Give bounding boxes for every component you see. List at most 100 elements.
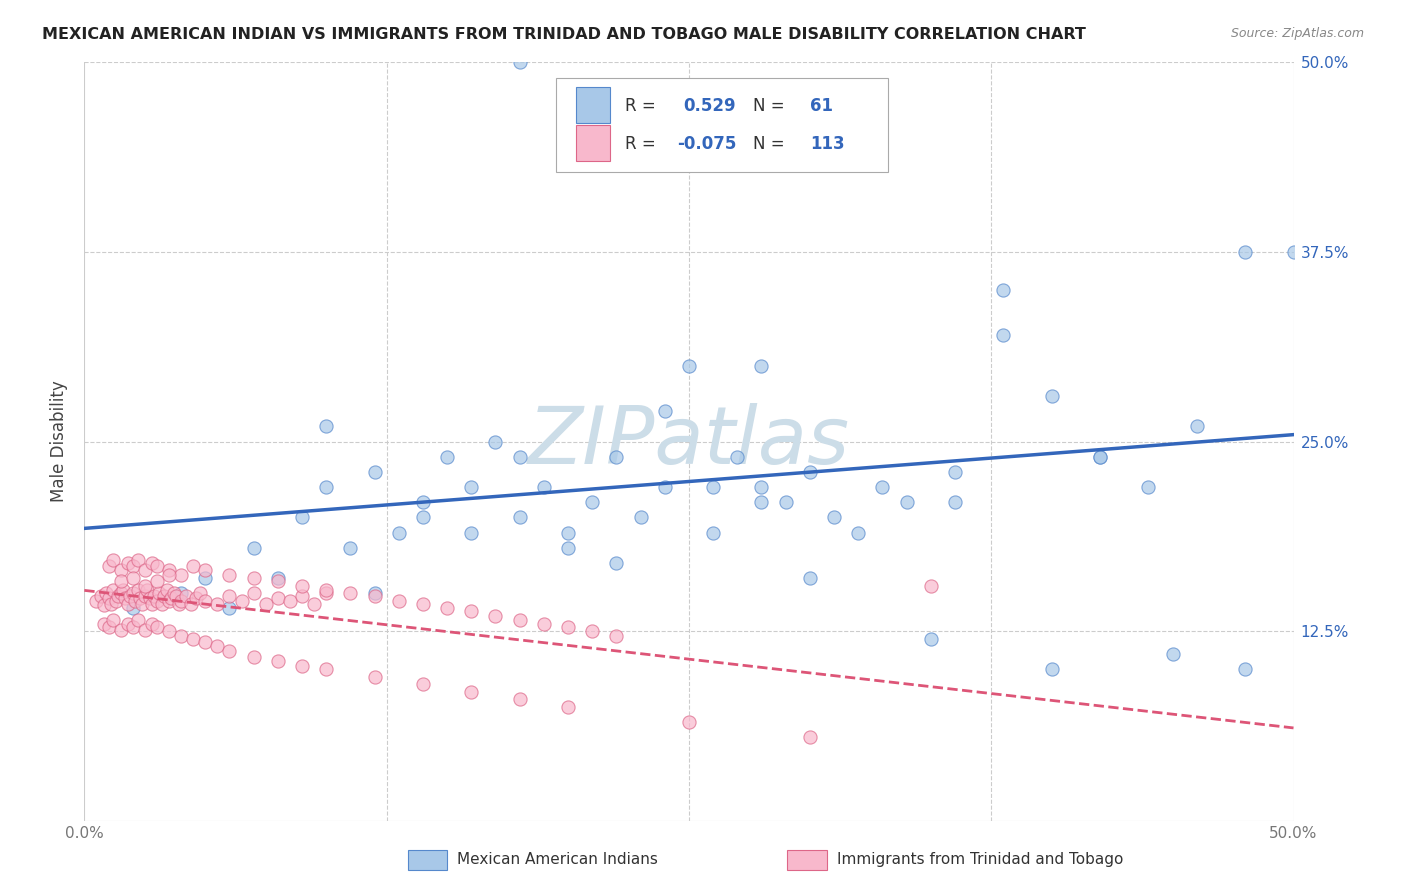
Point [112,583,135,598]
Point [388,594,411,608]
Point [103,583,125,598]
Point [605,86,627,100]
Point [117,616,139,631]
Point [141,556,163,570]
Point [291,659,314,673]
Point [141,616,163,631]
Point [896,495,918,509]
Point [943,495,966,509]
Point [751,480,773,494]
Point [121,619,143,633]
Point [134,589,156,603]
Point [86,594,108,608]
Point [194,571,217,585]
Point [157,594,180,608]
Point [127,614,149,628]
Point [110,574,132,588]
Point [775,495,797,509]
Point [363,586,385,600]
Point [1040,662,1063,676]
Point [484,434,506,449]
Point [110,623,132,637]
Point [146,574,169,588]
Point [104,594,127,608]
Point [129,591,152,605]
Point [654,404,676,418]
Point [181,632,204,646]
Text: 61: 61 [810,96,832,115]
Point [1088,450,1111,464]
Point [207,639,229,653]
Point [823,510,845,524]
Point [920,632,942,646]
Point [678,715,700,730]
Bar [576,87,610,123]
Point [460,685,482,699]
Point [484,608,506,623]
Point [1234,244,1257,259]
Point [114,591,136,605]
Point [557,619,579,633]
Point [1282,244,1305,259]
Point [100,597,122,611]
Point [165,589,187,603]
Point [174,589,197,603]
Text: Immigrants from Trinidad and Tobago: Immigrants from Trinidad and Tobago [837,853,1123,867]
Point [725,450,748,464]
Point [291,579,314,593]
Point [131,597,153,611]
Point [315,662,337,676]
Point [533,480,555,494]
Point [1088,450,1111,464]
Point [242,571,264,585]
Point [218,644,240,658]
Point [157,564,180,578]
Point [97,619,120,633]
Point [146,558,169,573]
Point [267,574,290,588]
Point [654,480,676,494]
Point [218,589,240,603]
Point [630,510,652,524]
Point [1040,389,1063,403]
Text: ZIPatlas: ZIPatlas [527,402,851,481]
Point [339,586,361,600]
Point [170,629,193,643]
Point [509,510,531,524]
Text: 113: 113 [810,135,845,153]
Point [121,571,143,585]
Point [412,495,434,509]
Point [134,564,156,578]
Point [267,571,290,585]
Point [157,568,180,582]
Point [460,480,482,494]
Point [509,450,531,464]
Point [218,601,240,615]
Point [127,583,149,598]
Point [107,589,129,603]
Point [141,597,163,611]
Text: R =: R = [624,135,661,153]
Point [94,586,117,600]
Point [339,541,361,555]
Point [242,586,264,600]
Point [363,669,385,683]
Text: MEXICAN AMERICAN INDIAN VS IMMIGRANTS FROM TRINIDAD AND TOBAGO MALE DISABILITY C: MEXICAN AMERICAN INDIAN VS IMMIGRANTS FR… [42,27,1085,42]
Point [110,564,132,578]
Point [134,579,156,593]
Point [194,594,217,608]
Point [157,624,180,639]
Point [291,510,314,524]
Point [581,495,603,509]
Point [181,558,204,573]
Point [436,601,458,615]
Point [231,594,253,608]
Point [155,583,177,598]
Point [799,571,821,585]
Point [194,634,217,648]
Point [218,568,240,582]
Point [460,604,482,618]
Point [127,553,149,567]
Point [920,579,942,593]
Point [702,525,724,540]
